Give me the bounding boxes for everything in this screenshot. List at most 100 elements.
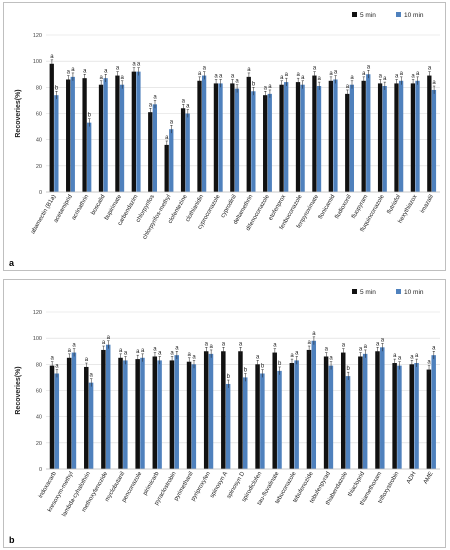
bar-0-1 <box>66 79 71 192</box>
significance-letter: a <box>165 135 169 141</box>
y-tick-label: 0 <box>39 467 42 473</box>
bar-chart-a: 0 20 40 60 80 100 120 Recoveries(%) 5 min 10 min a… <box>9 12 440 268</box>
significance-letter: a <box>85 357 89 363</box>
significance-letter: a <box>124 350 128 356</box>
significance-letter: a <box>313 66 317 72</box>
bar-1-10 <box>225 383 231 469</box>
significance-letter: a <box>325 347 329 353</box>
chart-panel-b: 0 20 40 60 80 100 120 Recoveries(%) 5 min 10 min a… <box>3 279 446 548</box>
x-tick-label: boscalid <box>90 194 106 216</box>
significance-letter: b <box>252 81 256 87</box>
panel-label: b <box>9 535 15 545</box>
significance-letter: a <box>170 119 174 125</box>
significance-letter: a <box>307 340 311 346</box>
legend-label-0: 5 min <box>360 289 376 296</box>
x-tick-label: flutriafol <box>386 194 402 215</box>
legend-swatch-1 <box>396 289 401 294</box>
bar-1-5 <box>140 357 145 469</box>
bar-0-11 <box>230 83 235 192</box>
bar-1-20 <box>382 86 387 192</box>
bar-1-11 <box>243 377 248 469</box>
bar-1-6 <box>152 104 158 192</box>
bar-1-17 <box>345 376 351 469</box>
bar-1-15 <box>300 84 305 192</box>
bar-1-9 <box>208 353 214 469</box>
significance-letter: a <box>170 350 174 356</box>
significance-letter: a <box>67 70 71 76</box>
bar-0-15 <box>306 349 312 469</box>
significance-letter: a <box>280 75 284 81</box>
significance-letter: b <box>227 374 231 380</box>
bar-1-12 <box>251 91 256 192</box>
significance-letter: a <box>295 350 299 356</box>
chart-panel-a: 0 20 40 60 80 100 120 Recoveries(%) 5 min 10 min a… <box>3 2 446 271</box>
significance-letter: a <box>264 85 268 91</box>
significance-letter: a <box>256 354 260 360</box>
significance-letter: a <box>182 98 186 104</box>
significance-letter: a <box>222 341 226 347</box>
bar-1-21 <box>398 80 404 192</box>
significance-letter: a <box>205 341 209 347</box>
bar-1-7 <box>169 129 174 192</box>
bar-0-2 <box>84 366 89 469</box>
y-tick-label: 120 <box>33 33 42 39</box>
significance-letter: a <box>411 73 415 79</box>
bar-1-14 <box>294 360 299 469</box>
bar-0-21 <box>409 364 415 469</box>
bar-0-12 <box>255 364 260 469</box>
significance-letter: b <box>261 364 265 370</box>
bar-0-6 <box>148 112 153 192</box>
bar-0-11 <box>238 351 243 469</box>
significance-letter: b <box>88 113 92 119</box>
significance-letter: b <box>347 366 351 372</box>
significance-letter: a <box>50 356 54 362</box>
y-tick-label: 60 <box>36 112 42 118</box>
significance-letter: a <box>90 373 94 379</box>
bar-0-9 <box>203 351 209 469</box>
significance-letter: a <box>116 66 120 72</box>
bar-1-17 <box>333 79 338 192</box>
x-tick-label: thiacloprid <box>347 471 366 498</box>
x-tick-label: fludioxonil <box>334 194 353 220</box>
significance-letter: a <box>149 102 153 108</box>
significance-letter: a <box>379 73 383 79</box>
bar-0-7 <box>169 360 175 469</box>
bar-0-7 <box>164 144 169 192</box>
bar-1-3 <box>103 78 108 192</box>
bar-0-1 <box>66 357 72 469</box>
significance-letter: a <box>153 94 157 100</box>
significance-letter: a <box>121 75 125 81</box>
legend-label-0: 5 min <box>360 12 376 19</box>
significance-letter: a <box>415 353 419 359</box>
bar-0-21 <box>394 83 399 192</box>
significance-letter: a <box>136 349 140 355</box>
bar-1-12 <box>260 373 265 469</box>
x-tick-label: cyprodinil <box>220 194 238 219</box>
significance-letter: a <box>342 343 346 349</box>
significance-letter: a <box>296 72 300 78</box>
bar-0-9 <box>197 80 202 192</box>
bar-1-4 <box>123 360 128 469</box>
significance-letter: a <box>383 76 387 82</box>
bar-1-2 <box>88 382 94 469</box>
bar-1-8 <box>185 113 190 192</box>
bar-0-14 <box>289 363 295 469</box>
significance-letter: a <box>72 343 76 349</box>
significance-letter: a <box>55 364 59 370</box>
significance-letter: a <box>107 335 111 341</box>
bar-1-19 <box>380 347 385 469</box>
bar-0-5 <box>135 359 140 469</box>
significance-letter: a <box>141 348 145 354</box>
significance-letter: a <box>432 80 436 86</box>
x-tick-label: ADH <box>406 471 418 485</box>
significance-letter: a <box>329 356 333 362</box>
significance-letter: a <box>68 348 72 354</box>
significance-letter: a <box>416 71 420 77</box>
y-axis-label: Recoveries(%) <box>15 366 22 414</box>
bar-1-7 <box>174 355 179 469</box>
bar-0-0 <box>49 63 54 193</box>
x-tick-label: acrinathrin <box>71 194 90 221</box>
bar-0-22 <box>410 83 416 192</box>
bar-1-6 <box>157 360 162 469</box>
legend-label-1: 10 min <box>404 12 424 19</box>
